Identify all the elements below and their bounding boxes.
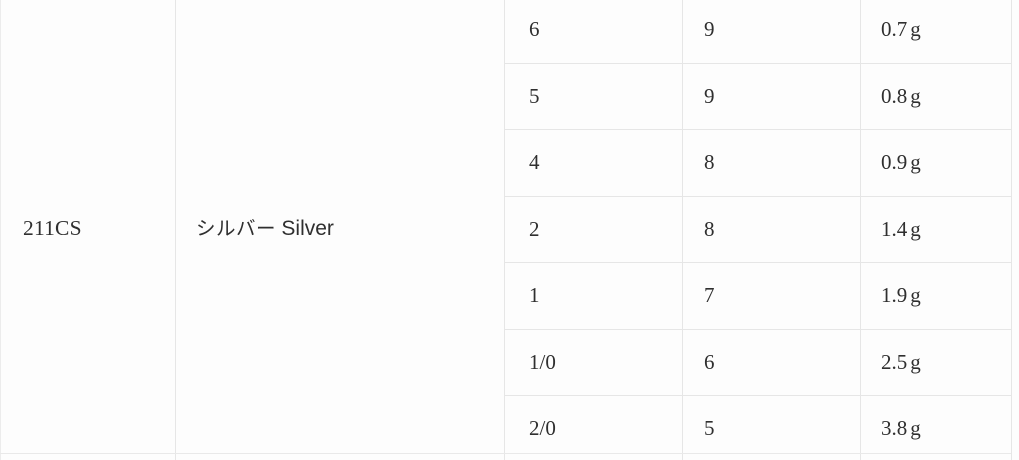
weight-unit: g xyxy=(910,150,921,175)
weight-value: 0.7 xyxy=(881,17,908,42)
cell-count: 8 xyxy=(682,129,861,197)
table-row: 4 8 0.9 g xyxy=(1,129,1012,197)
weight-unit: g xyxy=(910,349,921,374)
weight-unit: g xyxy=(910,83,921,108)
weight-value: 0.9 xyxy=(881,150,908,175)
cell-count: 9 xyxy=(682,0,861,64)
weight-value: 1.4 xyxy=(881,216,908,241)
weight-unit: g xyxy=(910,416,921,441)
weight-value: 0.8 xyxy=(881,83,908,108)
table-row: 1/0 6 2.5 g xyxy=(1,328,1012,396)
weight-value: 2.5 xyxy=(881,349,908,374)
cell-weight: 0.7 g xyxy=(860,0,1012,64)
weight-unit: g xyxy=(910,17,921,42)
table-row: 5 9 0.8 g xyxy=(1,62,1012,130)
cell-count: 8 xyxy=(682,195,861,263)
weight-value: 1.9 xyxy=(881,283,908,308)
cell-model-code: 211CS xyxy=(0,0,176,460)
cell-weight: 0.9 g xyxy=(860,129,1012,197)
cell-hook-size: 2/0 xyxy=(504,395,683,460)
cell-hook-size: 5 xyxy=(504,62,683,130)
cell-weight: 0.8 g xyxy=(860,62,1012,130)
table-row: 2 8 1.4 g xyxy=(1,195,1012,263)
weight-value: 3.8 xyxy=(881,416,908,441)
cell-weight: 1.4 g xyxy=(860,195,1012,263)
cell-count: 9 xyxy=(682,62,861,130)
table-row: 1 7 1.9 g xyxy=(1,262,1012,330)
color-name-en: Silver xyxy=(281,217,334,241)
cell-weight: 1.9 g xyxy=(860,262,1012,330)
cell-count: 5 xyxy=(682,395,861,460)
weight-unit: g xyxy=(910,283,921,308)
cell-hook-size: 1 xyxy=(504,262,683,330)
cell-weight: 3.8 g xyxy=(860,395,1012,460)
cell-hook-size: 6 xyxy=(504,0,683,64)
color-name-jp: シルバー xyxy=(196,217,277,241)
cell-weight: 2.5 g xyxy=(860,328,1012,396)
cell-color-name: シルバー Silver xyxy=(175,0,505,460)
cell-count: 7 xyxy=(682,262,861,330)
cell-hook-size: 1/0 xyxy=(504,328,683,396)
table-bottom-edge xyxy=(0,453,1011,454)
table-row: 2/0 5 3.8 g xyxy=(1,395,1012,460)
cell-hook-size: 2 xyxy=(504,195,683,263)
cell-hook-size: 4 xyxy=(504,129,683,197)
weight-unit: g xyxy=(910,216,921,241)
cell-count: 6 xyxy=(682,328,861,396)
